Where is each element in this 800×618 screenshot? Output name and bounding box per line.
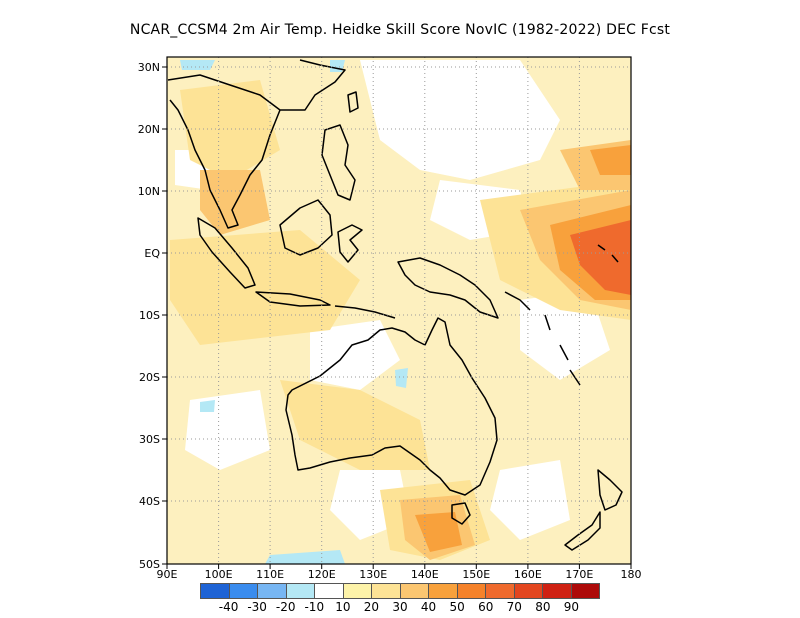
colorbar-swatch (229, 584, 258, 598)
lon-label: 150E (462, 568, 490, 581)
colorbar-swatch (258, 584, 287, 598)
colorbar-label: 50 (449, 600, 465, 614)
colorbar-swatch (486, 584, 515, 598)
coastline-taiwan (347, 91, 359, 113)
colorbar-label: 40 (420, 600, 437, 614)
warm-area-light (180, 80, 280, 180)
lon-label: 160E (514, 568, 542, 581)
lon-label: 130E (359, 568, 387, 581)
coastline-lesser-sunda (334, 305, 396, 319)
lat-label: 50S (139, 558, 160, 571)
lat-label: 30N (138, 61, 160, 74)
map-title: NCAR_CCSM4 2m Air Temp. Heidke Skill Sco… (129, 22, 671, 38)
coastline-philippines (321, 124, 356, 201)
coastline-new-zealand-south (564, 511, 601, 551)
colorbar-swatch (343, 584, 372, 598)
lon-label: 170E (565, 568, 593, 581)
cool-area (200, 400, 215, 412)
colorbar-labels: -40 -30 -20 -10 10 20 30 40 50 60 70 80 90 (200, 600, 600, 616)
coastline-australia (285, 317, 498, 496)
latitude-labels: 30N 20N 10N EQ 10S 20S 30S 40S 50S (138, 61, 161, 571)
colorbar-swatch (286, 584, 315, 598)
colorbar-swatch (543, 584, 572, 598)
graticule (167, 57, 631, 564)
colorbar-swatch (315, 584, 344, 598)
colorbar-label: -40 (218, 600, 239, 614)
lat-label: 30S (139, 433, 160, 446)
coastline-sulawesi (337, 224, 363, 263)
lat-label: 20N (138, 123, 160, 136)
lon-label: 180 (621, 568, 642, 581)
coastline-new-guinea (397, 257, 499, 319)
lat-label: 10N (138, 185, 160, 198)
colorbar-swatch (200, 584, 230, 598)
lon-label: 90E (157, 568, 178, 581)
warm-area-strong (590, 145, 631, 175)
coastline-islands (504, 291, 581, 386)
plot-frame (166, 56, 632, 565)
colorbar-swatch (429, 584, 458, 598)
tick-marks (162, 66, 632, 569)
lon-label: 110E (256, 568, 284, 581)
colorbar-label: -30 (247, 600, 267, 614)
neutral-area (360, 60, 560, 180)
lat-label: 40S (139, 495, 160, 508)
neutral-area (310, 320, 400, 390)
colorbar-label: -20 (275, 600, 296, 614)
lat-label: EQ (144, 247, 160, 260)
lon-label: 140E (411, 568, 439, 581)
cool-area (395, 368, 408, 388)
colorbar-label: 30 (392, 600, 408, 614)
cool-area (180, 60, 215, 70)
coastline-new-zealand-north (597, 469, 623, 511)
warm-area-strong (415, 512, 462, 552)
colorbar-swatch (372, 584, 401, 598)
warm-area-moderate (200, 170, 270, 235)
coastline-tasmania (451, 502, 471, 525)
coastline-sumatra (197, 217, 256, 289)
colorbar-label: 90 (563, 600, 580, 614)
colorbar-label: 80 (535, 600, 551, 614)
colorbar (200, 583, 600, 599)
coastline-borneo (279, 199, 333, 256)
colorbar-label: 10 (335, 600, 351, 614)
cool-area (265, 550, 345, 564)
neutral-area (490, 460, 570, 540)
coastline-islands (597, 244, 619, 263)
longitude-labels: 90E 100E 110E 120E 130E 140E 150E 160E 1… (157, 568, 642, 581)
colorbar-label: 70 (506, 600, 522, 614)
lat-label: 10S (139, 309, 160, 322)
colorbar-label: -10 (304, 600, 325, 614)
colorbar-swatch (514, 584, 543, 598)
colorbar-swatch (400, 584, 429, 598)
lon-label: 120E (308, 568, 336, 581)
colorbar-label: 20 (363, 600, 380, 614)
lon-label: 100E (205, 568, 233, 581)
warm-area-very-strong (570, 220, 631, 295)
colorbar-swatch (571, 584, 600, 598)
coastline-indochina (167, 59, 346, 229)
colorbar-swatch (457, 584, 486, 598)
colorbar-label: 60 (478, 600, 494, 614)
lat-label: 20S (139, 371, 160, 384)
